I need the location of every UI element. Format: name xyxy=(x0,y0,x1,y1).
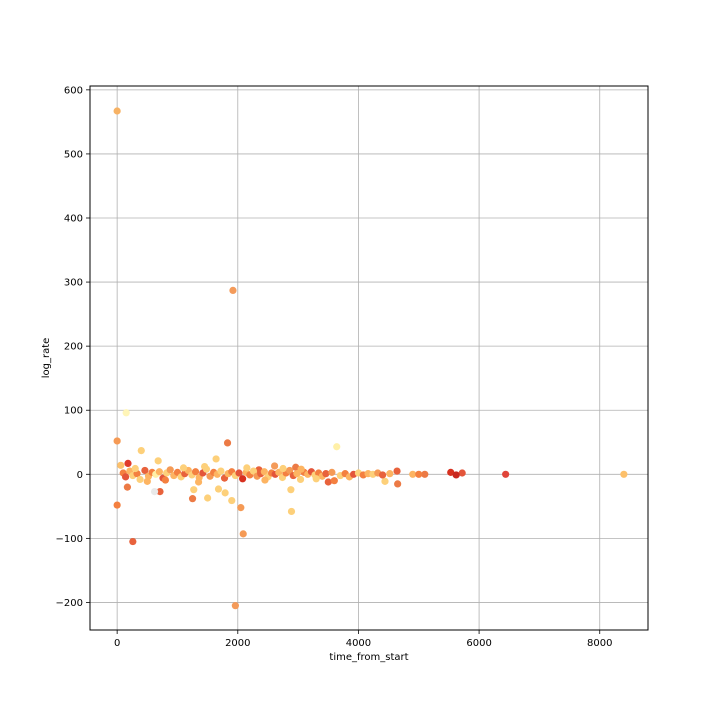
scatter-point xyxy=(190,486,198,494)
scatter-point xyxy=(386,470,394,478)
y-tick-label: 500 xyxy=(64,149,83,160)
scatter-point xyxy=(150,487,159,496)
scatter-point xyxy=(381,477,389,485)
scatter-point xyxy=(137,446,145,455)
scatter-point xyxy=(249,467,258,475)
scatter-point xyxy=(409,470,417,478)
scatter-point xyxy=(179,464,188,472)
x-axis-label: time_from_start xyxy=(329,652,408,663)
scatter-point xyxy=(296,475,305,484)
scatter-point xyxy=(166,466,174,474)
scatter-point xyxy=(239,475,247,483)
axis-ticks: 0 2000 4000 6000 8000 −200 −100 0 100 200 300 400 50… xyxy=(56,85,613,649)
scatter-point xyxy=(221,489,229,497)
scatter-point xyxy=(458,469,466,477)
scatter-point xyxy=(129,537,137,546)
scatter-point xyxy=(620,470,628,478)
scatter-point xyxy=(243,464,251,472)
scatter-point xyxy=(161,476,170,484)
x-tick-label: 2000 xyxy=(225,638,250,649)
scatter-point xyxy=(136,475,144,484)
scatter-point xyxy=(143,477,151,485)
scatter-point xyxy=(156,487,164,496)
scatter-point xyxy=(202,465,211,473)
scatter-point xyxy=(141,466,149,475)
scatter-point xyxy=(237,504,245,512)
scatter-point xyxy=(228,496,236,505)
x-tick-label: 6000 xyxy=(466,638,491,649)
scatter-point xyxy=(261,476,269,484)
scatter-point xyxy=(188,495,197,503)
scatter-point xyxy=(113,501,121,509)
scatter-point xyxy=(131,464,139,473)
data-points xyxy=(113,107,628,610)
y-tick-label: −200 xyxy=(56,598,83,609)
scatter-point xyxy=(421,470,429,478)
y-tick-label: 0 xyxy=(77,470,83,481)
y-tick-label: 300 xyxy=(64,278,83,289)
scatter-point xyxy=(217,467,225,475)
x-tick-label: 4000 xyxy=(346,638,371,649)
y-tick-label: 600 xyxy=(64,85,83,96)
scatter-point xyxy=(292,463,300,471)
scatter-point xyxy=(229,286,237,295)
scatter-point xyxy=(123,483,132,491)
scatter-point xyxy=(447,468,455,476)
scatter-point xyxy=(287,507,296,516)
scatter-point xyxy=(378,471,387,479)
scatter-point xyxy=(312,475,320,483)
scatter-point xyxy=(154,457,162,465)
scatter-point xyxy=(231,602,239,610)
x-tick-label: 0 xyxy=(114,638,120,649)
scatter-point xyxy=(393,467,401,475)
y-tick-label: 100 xyxy=(64,406,83,417)
scatter-point xyxy=(287,486,295,494)
y-tick-label: −100 xyxy=(56,534,83,545)
scatter-point xyxy=(452,471,460,479)
scatter-point xyxy=(394,480,402,488)
scatter-point xyxy=(204,494,212,502)
scatter-point xyxy=(297,465,305,473)
scatter-point xyxy=(214,485,223,493)
scatter-point xyxy=(239,530,247,538)
scatter-point xyxy=(415,470,423,478)
grid xyxy=(90,86,648,630)
scatter-point xyxy=(122,409,130,417)
scatter-point xyxy=(270,462,279,470)
scatter-point xyxy=(235,469,243,477)
scatter-point xyxy=(121,473,130,481)
y-axis-label: log_rate xyxy=(41,338,52,379)
scatter-point xyxy=(286,466,294,475)
scatter-point xyxy=(333,443,341,451)
scatter-point xyxy=(324,478,332,486)
scatter-point xyxy=(502,470,510,478)
scatter-point xyxy=(191,468,200,476)
scatter-point xyxy=(212,455,220,463)
scatter-point xyxy=(194,478,203,486)
scatter-point xyxy=(117,461,125,469)
y-tick-label: 200 xyxy=(64,342,83,353)
scatter-point xyxy=(124,459,132,468)
x-tick-label: 8000 xyxy=(587,638,612,649)
plot-frame xyxy=(89,85,649,631)
scatter-point xyxy=(155,468,163,476)
y-tick-label: 400 xyxy=(64,213,83,224)
scatter-point xyxy=(322,470,330,478)
scatter-point xyxy=(113,437,121,445)
scatter-point xyxy=(328,468,336,476)
scatter-point xyxy=(113,107,121,115)
scatter-point xyxy=(330,477,338,485)
scatter-point xyxy=(279,464,287,473)
scatter-point xyxy=(223,439,232,447)
scatter-point xyxy=(293,470,301,478)
scatter-point xyxy=(260,468,268,476)
